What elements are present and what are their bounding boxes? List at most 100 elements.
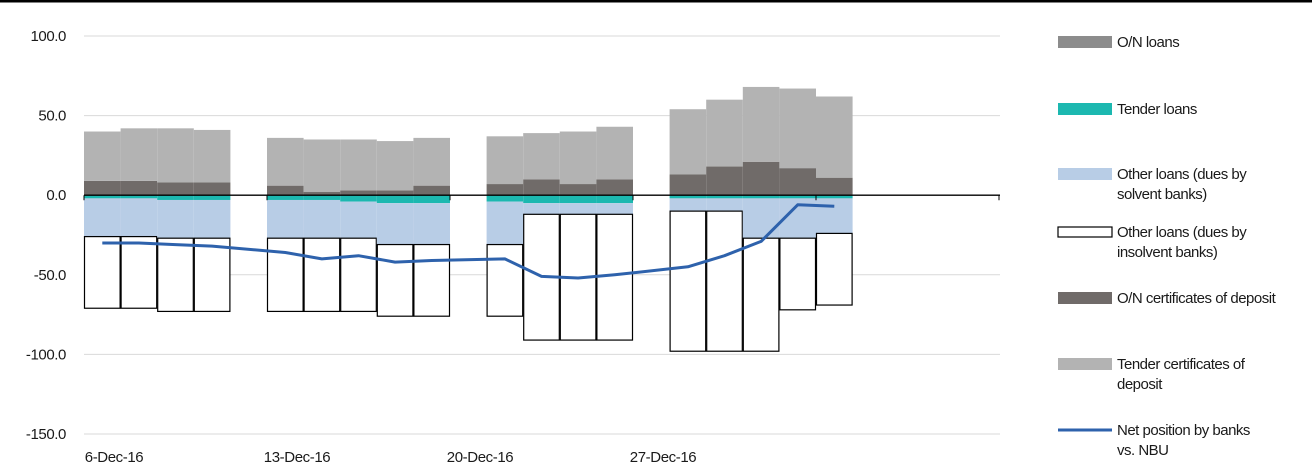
other-loans-solvent-bar bbox=[706, 198, 743, 212]
legend-label-line: O/N certificates of deposit bbox=[1117, 290, 1277, 307]
y-tick-label: 50.0 bbox=[38, 108, 66, 125]
tender-cd-bar bbox=[157, 128, 194, 183]
other-loans-insolvent-box bbox=[779, 237, 817, 311]
net-position-line bbox=[102, 203, 835, 280]
tender-loans-bar bbox=[706, 195, 743, 199]
tender-loans-bar bbox=[523, 195, 560, 204]
other-loans-solvent-bar bbox=[559, 203, 597, 215]
legend-label-line: vs. NBU bbox=[1117, 442, 1169, 459]
tender-loans-bar bbox=[742, 195, 780, 199]
other-loans-insolvent-box bbox=[120, 235, 158, 309]
legend-swatch-tender-loans bbox=[1058, 103, 1112, 115]
tender-loans-bar bbox=[84, 195, 121, 199]
on-cd-bar bbox=[84, 180, 121, 196]
other-loans-solvent-bar bbox=[303, 199, 341, 239]
y-tick-label: 0.0 bbox=[46, 187, 66, 204]
tender-loans-bar bbox=[413, 195, 450, 204]
on-cd-bar bbox=[340, 190, 377, 196]
other-loans-insolvent-box bbox=[340, 237, 377, 313]
tender-cd-bar bbox=[779, 88, 816, 169]
tender-cd-bar bbox=[669, 109, 707, 175]
legend-swatch-other-loans-insolvent bbox=[1057, 226, 1113, 238]
on-cd-bar bbox=[157, 182, 194, 196]
other-loans-solvent-bar bbox=[120, 198, 158, 237]
bar-layer bbox=[83, 86, 853, 352]
tender-loans-bar bbox=[816, 195, 853, 199]
legend-label-line: Tender loans bbox=[1117, 101, 1197, 118]
on-cd-bar bbox=[267, 185, 304, 196]
tender-cd-bar bbox=[816, 96, 853, 178]
legend-label-tender-cd: Tender certificates of deposit bbox=[1117, 356, 1246, 393]
tender-cd-bar bbox=[559, 131, 597, 185]
tender-loans-bar bbox=[303, 195, 341, 200]
legend-label-line: O/N loans bbox=[1117, 34, 1179, 51]
tender-loans-bar bbox=[779, 195, 816, 199]
other-loans-solvent-bar bbox=[84, 198, 121, 237]
on-cd-bar bbox=[559, 184, 597, 196]
other-loans-solvent-bar bbox=[669, 198, 707, 212]
tender-cd-bar bbox=[376, 141, 414, 191]
other-loans-solvent-bar bbox=[523, 203, 560, 215]
y-tick-label: -150.0 bbox=[26, 426, 66, 443]
tender-cd-bar bbox=[742, 86, 780, 162]
tender-loans-bar bbox=[193, 195, 231, 200]
tender-loans-bar bbox=[157, 195, 194, 200]
other-loans-solvent-bar bbox=[340, 201, 377, 239]
on-cd-bar bbox=[742, 161, 780, 196]
other-loans-solvent-bar bbox=[193, 199, 231, 239]
y-tick-label: 100.0 bbox=[30, 28, 66, 45]
legend-label-line: Net position by banks bbox=[1117, 422, 1250, 439]
tender-loans-bar bbox=[486, 195, 524, 202]
tender-loans-bar bbox=[120, 195, 158, 199]
tender-cd-bar bbox=[523, 133, 560, 180]
other-loans-insolvent-box bbox=[486, 243, 524, 317]
tender-cd-bar bbox=[120, 128, 158, 181]
other-loans-solvent-bar bbox=[267, 199, 304, 239]
tender-cd-bar bbox=[84, 131, 121, 181]
other-loans-solvent-bar bbox=[157, 199, 194, 239]
on-cd-bar bbox=[816, 177, 853, 196]
tender-cd-bar bbox=[193, 129, 231, 183]
on-cd-bar bbox=[376, 190, 414, 196]
legend-label-on-loans: O/N loans bbox=[1117, 34, 1179, 51]
tender-cd-bar bbox=[596, 126, 633, 180]
on-cd-bar bbox=[486, 184, 524, 196]
legend-swatch-on-loans bbox=[1058, 36, 1112, 48]
on-cd-bar bbox=[669, 174, 707, 196]
tender-loans-bar bbox=[340, 195, 377, 202]
other-loans-insolvent-box bbox=[742, 237, 780, 352]
legend-swatch-on-cd bbox=[1058, 292, 1112, 304]
line-layer bbox=[102, 203, 835, 280]
legend-label-other-loans-solvent: Other loans (dues by solvent banks) bbox=[1117, 166, 1247, 203]
other-loans-insolvent-box bbox=[706, 210, 743, 352]
other-loans-insolvent-box bbox=[157, 237, 194, 313]
other-loans-insolvent-box bbox=[815, 232, 853, 306]
legend-label-on-cd: O/N certificates of deposit bbox=[1117, 290, 1277, 307]
legend-label-line: Tender certificates of bbox=[1117, 356, 1246, 373]
zero-axis bbox=[83, 194, 1000, 201]
x-tick-label: 20-Dec-16 bbox=[447, 449, 513, 466]
legend-label-line: deposit bbox=[1117, 376, 1163, 393]
other-loans-solvent-bar bbox=[816, 198, 853, 234]
legend-label-line: insolvent banks) bbox=[1117, 244, 1218, 261]
other-loans-insolvent-box bbox=[83, 235, 121, 309]
legend-swatch-tender-cd bbox=[1058, 358, 1112, 370]
other-loans-solvent-bar bbox=[376, 203, 414, 245]
y-tick-label: -50.0 bbox=[34, 267, 66, 284]
other-loans-insolvent-box bbox=[303, 237, 341, 313]
tender-loans-bar bbox=[376, 195, 414, 204]
legend-swatch-other-loans-solvent bbox=[1058, 168, 1112, 180]
x-axis-ticks: 6-Dec-16 13-Dec-16 20-Dec-16 27-Dec-16 bbox=[85, 449, 697, 466]
on-cd-bar bbox=[779, 168, 816, 196]
legend-label-line: solvent banks) bbox=[1117, 186, 1207, 203]
y-tick-label: -100.0 bbox=[26, 346, 66, 363]
tender-cd-bar bbox=[706, 99, 743, 167]
on-cd-bar bbox=[523, 179, 560, 196]
top-rule bbox=[0, 0, 1312, 3]
on-cd-bar bbox=[596, 179, 633, 196]
other-loans-insolvent-box bbox=[193, 237, 231, 313]
legend-label-line: Other loans (dues by bbox=[1117, 224, 1247, 241]
tender-cd-bar bbox=[340, 139, 377, 191]
on-cd-bar bbox=[413, 185, 450, 196]
